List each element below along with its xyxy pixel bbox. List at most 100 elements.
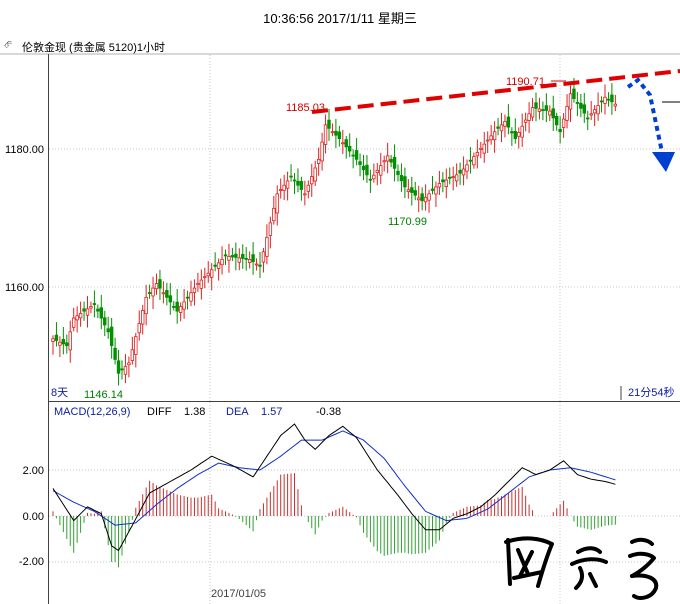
price-annotation: 1190.71 [506, 76, 545, 88]
candlestick [351, 149, 355, 169]
countdown-label: 21分54秒 [628, 385, 674, 399]
candlestick [123, 354, 128, 384]
candlestick [544, 93, 549, 123]
candlestick [379, 152, 383, 185]
candlestick [599, 96, 604, 113]
price-tick-label: 1180.00 [5, 144, 44, 156]
candlestick [489, 125, 493, 145]
candlestick [354, 138, 359, 166]
candlestick [330, 123, 335, 137]
candlestick [103, 310, 107, 337]
candlestick [575, 92, 580, 117]
candlestick [223, 249, 228, 265]
candlestick [185, 290, 190, 310]
dea-line [52, 430, 616, 526]
candlestick [523, 112, 528, 132]
candlestick [358, 153, 362, 177]
candlestick [589, 101, 593, 121]
candlestick [292, 172, 297, 194]
candlestick [434, 181, 438, 207]
candlestick [192, 279, 197, 306]
candlestick [89, 301, 93, 314]
candlestick [472, 152, 476, 169]
price-tick-label: 1160.00 [5, 282, 44, 294]
candlestick [579, 93, 583, 118]
candlestick [99, 294, 103, 330]
candlestick [296, 168, 300, 193]
candlestick [496, 118, 500, 136]
candlestick [282, 174, 286, 201]
candlestick [406, 179, 411, 199]
candlestick [420, 187, 424, 211]
candlestick [372, 163, 376, 183]
macd-dea-label: DEA [226, 406, 249, 418]
macd-legend-name: MACD(12,26,9) [54, 406, 130, 418]
candlestick [272, 196, 276, 225]
candlestick [441, 172, 445, 193]
candlestick [399, 163, 404, 192]
candlestick [168, 283, 172, 315]
candlestick [147, 284, 152, 299]
macd-value: -0.38 [316, 406, 341, 418]
candlestick [403, 167, 407, 199]
candlestick [527, 102, 531, 134]
macd-tick-label: -2.00 [19, 556, 44, 568]
candlestick [347, 133, 352, 158]
candlestick [230, 247, 235, 261]
candlestick [479, 141, 483, 159]
candlestick [206, 261, 210, 283]
candlestick [140, 304, 145, 335]
candlestick [389, 154, 393, 168]
candlestick [175, 289, 179, 324]
diff-line [52, 423, 616, 552]
candlestick [254, 258, 259, 271]
candlestick [275, 185, 279, 226]
candlestick [130, 336, 135, 365]
candlestick [320, 132, 324, 171]
candlestick [120, 360, 124, 380]
candlestick [78, 301, 83, 327]
candlestick [116, 349, 121, 386]
candlestick [203, 267, 207, 289]
candlestick [520, 113, 524, 147]
symbol-title: 伦敦金现 (贵金属 5120)1小时 [22, 42, 166, 54]
candlestick [127, 356, 131, 378]
candlestick [323, 114, 328, 154]
candlestick [54, 322, 59, 347]
candlestick [551, 95, 555, 132]
x-axis-date-label: 2017/01/05 [211, 588, 266, 600]
price-annotation: 1146.14 [84, 389, 123, 401]
candlestick [299, 176, 304, 201]
candlestick [561, 113, 566, 138]
candlestick [368, 169, 373, 193]
candlestick [361, 154, 366, 181]
candlestick [247, 251, 252, 269]
candlestick [344, 136, 348, 159]
candlestick [451, 166, 455, 191]
macd-diff-value: 1.38 [184, 406, 205, 418]
candlestick [385, 142, 390, 174]
candlestick [396, 164, 400, 182]
candlestick [365, 155, 369, 183]
candlestick [165, 282, 169, 306]
candlestick [603, 84, 607, 115]
candlestick [234, 242, 238, 271]
candlestick [555, 112, 559, 131]
candlestick [592, 104, 597, 126]
candlestick [517, 127, 521, 149]
macd-diff-label: DIFF [147, 406, 172, 418]
macd-dea-value: 1.57 [261, 406, 282, 418]
candlestick [244, 247, 248, 271]
candlestick [92, 290, 97, 318]
candlestick [144, 284, 148, 326]
candlestick [106, 316, 110, 339]
candlestick [427, 189, 431, 213]
price-annotation: 1170.99 [388, 216, 427, 228]
candlestick [458, 162, 462, 185]
projection-arrowhead [652, 152, 675, 172]
candlestick [68, 320, 72, 363]
candlestick [482, 131, 486, 163]
candlestick [582, 93, 586, 123]
candlestick [303, 180, 307, 206]
